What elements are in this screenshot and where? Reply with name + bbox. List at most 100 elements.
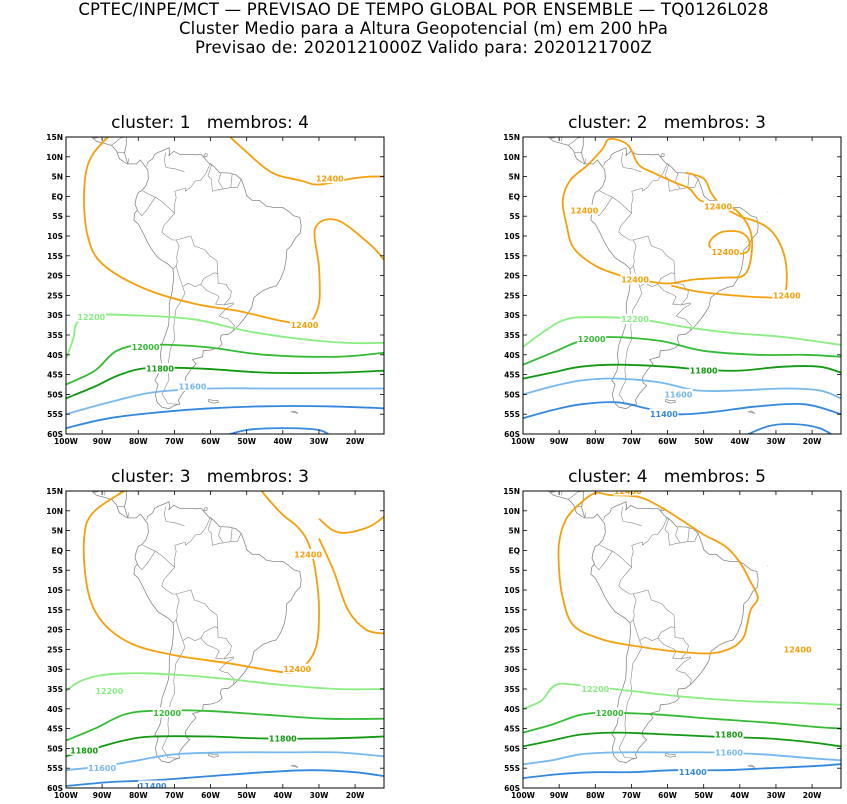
lat-label: 15S — [47, 606, 63, 615]
lon-label: 40W — [273, 437, 292, 446]
lat-label: 20S — [504, 626, 520, 635]
country-border — [112, 137, 127, 145]
contour-label-12200: 12200 — [621, 315, 649, 324]
lat-label: 5N — [52, 527, 64, 536]
lon-label: 80W — [586, 791, 605, 800]
lon-label: 60W — [658, 437, 677, 446]
coastline-central-america — [541, 488, 585, 518]
lat-label: 50S — [504, 390, 520, 399]
island-coastline — [665, 754, 675, 758]
lon-label: 40W — [730, 791, 749, 800]
island-coastline — [749, 411, 756, 413]
lat-label: 5S — [509, 566, 520, 575]
contour-label-12000: 12000 — [596, 709, 624, 718]
lon-label: 20W — [803, 437, 822, 446]
contour-12200 — [523, 317, 841, 347]
country-border — [219, 527, 224, 543]
lat-label: 15N — [46, 487, 63, 496]
lat-label: 50S — [47, 390, 63, 399]
lat-label: 55S — [47, 764, 63, 773]
lat-label: 45S — [504, 371, 520, 380]
contour-label-12200: 12200 — [95, 687, 123, 696]
lat-label: 40S — [504, 705, 520, 714]
contour-label-12000: 12000 — [132, 343, 160, 352]
lat-label: 20S — [504, 272, 520, 281]
lat-label: 25S — [47, 645, 63, 654]
country-border — [631, 188, 642, 213]
island-coastline — [292, 765, 299, 767]
lon-label: 90W — [93, 437, 112, 446]
country-border — [137, 197, 155, 216]
lon-label: 100W — [511, 791, 536, 800]
country-border — [185, 517, 210, 546]
country-border — [631, 542, 642, 567]
lat-label: 10N — [46, 153, 63, 162]
contour-12000 — [66, 710, 384, 740]
country-border — [600, 191, 632, 213]
island-coastline — [749, 765, 756, 767]
lat-label: 5N — [52, 173, 64, 182]
country-border — [174, 188, 185, 213]
lat-label: 5S — [52, 212, 63, 221]
lat-label: 40S — [504, 351, 520, 360]
lon-label: 90W — [550, 791, 569, 800]
country-border — [642, 517, 667, 546]
lat-label: EQ — [509, 546, 521, 555]
coastline-south-america — [84, 133, 301, 409]
lat-label: EQ — [52, 546, 64, 555]
country-border — [164, 506, 184, 525]
lon-label: 70W — [165, 437, 184, 446]
contour-label-12400: 12400 — [711, 248, 739, 257]
lat-label: 30S — [504, 665, 520, 674]
lat-label: 15N — [503, 487, 520, 496]
cluster-map-1: 12400124001220012000118001160015N10N5NEQ… — [35, 135, 385, 450]
lat-label: 45S — [504, 725, 520, 734]
lat-label: 55S — [504, 410, 520, 419]
contour-11400 — [66, 406, 384, 428]
country-border — [162, 213, 179, 269]
lon-label: 20W — [803, 791, 822, 800]
country-border — [143, 191, 175, 213]
contour-12400 — [319, 517, 384, 533]
country-border — [176, 590, 218, 641]
lat-label: 25S — [504, 291, 520, 300]
contour-label-11600: 11600 — [179, 383, 207, 392]
lat-label: 5S — [509, 212, 520, 221]
panel-title: cluster: 3 membros: 3 — [35, 467, 385, 487]
lat-label: EQ — [509, 192, 521, 201]
country-border — [676, 527, 681, 543]
contour-label-11800: 11800 — [146, 365, 174, 374]
lon-label: 30W — [310, 437, 329, 446]
country-border — [621, 506, 641, 525]
country-border — [569, 491, 584, 499]
lon-label: 50W — [237, 437, 256, 446]
lon-label: 30W — [767, 791, 786, 800]
lat-label: 10S — [504, 232, 520, 241]
contour-label-12000: 12000 — [578, 335, 606, 344]
contour-label-12400: 12400 — [294, 550, 322, 559]
contour-label-12400: 12400 — [283, 665, 311, 674]
lon-label: 20W — [346, 791, 365, 800]
country-border — [128, 512, 129, 518]
country-border — [688, 528, 689, 542]
country-border — [619, 641, 642, 759]
lat-label: 10N — [503, 507, 520, 516]
lat-label: 10S — [47, 232, 63, 241]
lat-label: 45S — [47, 725, 63, 734]
country-border — [231, 528, 232, 542]
country-border — [137, 551, 155, 570]
lon-label: 70W — [165, 791, 184, 800]
contour-11800 — [523, 365, 841, 379]
country-border — [201, 274, 232, 305]
contour-label-12400: 12400 — [784, 645, 812, 654]
lon-label: 40W — [730, 437, 749, 446]
island-coastline — [208, 754, 218, 758]
contour-label-11800: 11800 — [690, 367, 718, 376]
lon-label: 30W — [767, 437, 786, 446]
lon-label: 90W — [93, 791, 112, 800]
contour-12400 — [558, 493, 757, 654]
lat-label: 10S — [47, 586, 63, 595]
